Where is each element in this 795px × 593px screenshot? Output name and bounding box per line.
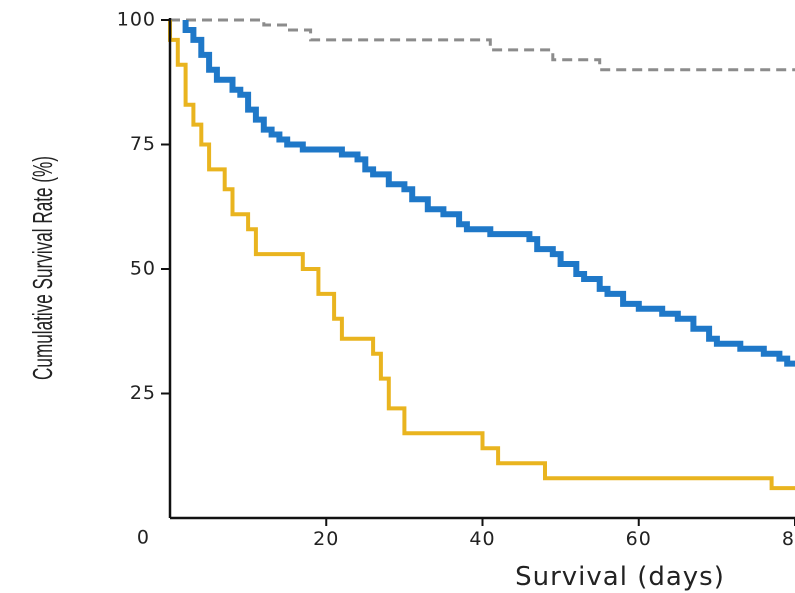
y-tick-label: 25 [130,382,156,404]
tick-labels: 0 25 50 75 100 20 40 60 80 [117,9,795,550]
x-axis-title: Survival (days) [515,562,725,592]
x-tick-label: 20 [313,528,339,550]
survival-curve-3 [168,20,795,491]
y-tick-label: 50 [130,258,156,280]
y-tick-label: 100 [117,9,156,31]
survival-curve-1 [170,18,795,72]
y-tick-label: 0 [137,527,150,549]
x-tick-label: 40 [469,528,495,550]
x-tick-label: 80 [782,528,795,550]
y-axis-title: Cumulative Survival Rate (%) [27,156,58,380]
y-tick-label: 75 [130,133,156,155]
survival-curve-2 [182,20,795,367]
x-tick-label: 60 [626,528,652,550]
series-group [168,18,795,491]
